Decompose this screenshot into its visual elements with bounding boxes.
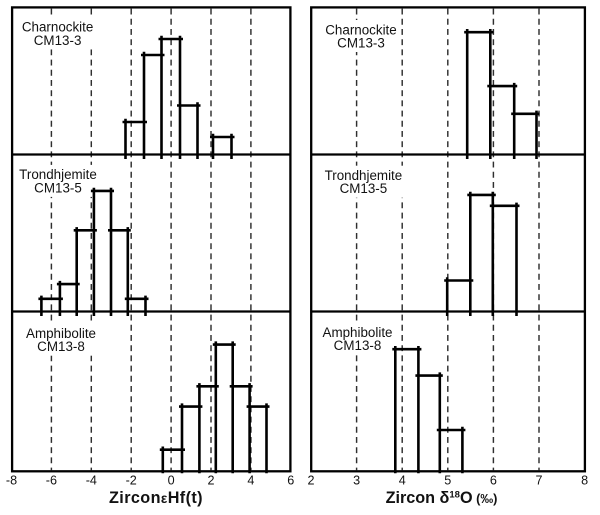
svg-text:2: 2 [207,473,214,487]
svg-text:CM13-3: CM13-3 [337,35,385,50]
svg-text:Trondhjemite: Trondhjemite [325,168,403,183]
svg-text:-2: -2 [126,473,137,487]
svg-text:CM13-5: CM13-5 [340,181,388,196]
svg-text:6: 6 [490,473,497,487]
svg-text:4: 4 [399,473,406,487]
svg-text:ZirconεHf(t): ZirconεHf(t) [109,489,203,507]
svg-text:CM13-8: CM13-8 [334,338,382,353]
svg-text:-8: -8 [6,473,17,487]
svg-text:6: 6 [287,473,294,487]
svg-text:Charnockite: Charnockite [22,20,93,35]
svg-text:Amphibolite: Amphibolite [323,325,393,340]
svg-text:Charnockite: Charnockite [325,22,396,37]
svg-text:Trondhjemite: Trondhjemite [19,167,97,182]
svg-text:Amphibolite: Amphibolite [26,326,96,341]
svg-text:4: 4 [247,473,254,487]
svg-text:CM13-3: CM13-3 [34,33,82,48]
svg-text:5: 5 [444,473,451,487]
svg-text:7: 7 [535,473,542,487]
svg-text:CM13-8: CM13-8 [37,339,85,354]
svg-text:-6: -6 [46,473,57,487]
svg-text:3: 3 [353,473,360,487]
svg-text:-4: -4 [86,473,97,487]
svg-text:Zircon δ18O (‰): Zircon δ18O (‰) [386,489,498,507]
svg-text:2: 2 [307,473,314,487]
svg-text:CM13-5: CM13-5 [34,180,82,195]
svg-text:8: 8 [581,473,588,487]
svg-text:0: 0 [168,473,175,487]
